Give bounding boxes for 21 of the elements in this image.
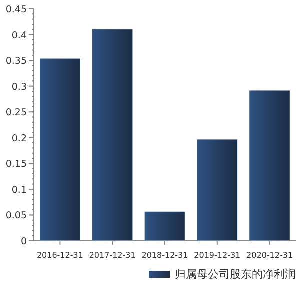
bar — [92, 29, 133, 242]
bar — [250, 90, 290, 242]
x-tick-label: 2017-12-31 — [89, 251, 136, 260]
x-tick-label: 2016-12-31 — [36, 251, 84, 260]
y-tick-label: 0.1 — [12, 184, 27, 196]
y-tick-label: 0.25 — [6, 108, 27, 119]
y-tick-label: 0.3 — [12, 82, 27, 93]
y-tick-label: 0.15 — [6, 159, 27, 170]
bar — [40, 58, 80, 242]
y-tick-label: 0.2 — [12, 133, 27, 144]
y-tick-label: 0.35 — [6, 56, 27, 68]
bar — [197, 140, 238, 242]
y-tick-label: 0.45 — [6, 4, 27, 16]
y-tick-label: 0.4 — [12, 30, 27, 42]
bar — [144, 212, 186, 242]
x-tick-label: 2019-12-31 — [194, 251, 241, 260]
y-tick-label: 0 — [20, 236, 27, 248]
y-tick-label: 0.05 — [6, 210, 27, 222]
x-tick-label: 2018-12-31 — [142, 251, 188, 260]
legend-label: 归属母公司股东的净利润 — [175, 268, 296, 281]
x-tick-label: 2020-12-31 — [246, 251, 294, 260]
